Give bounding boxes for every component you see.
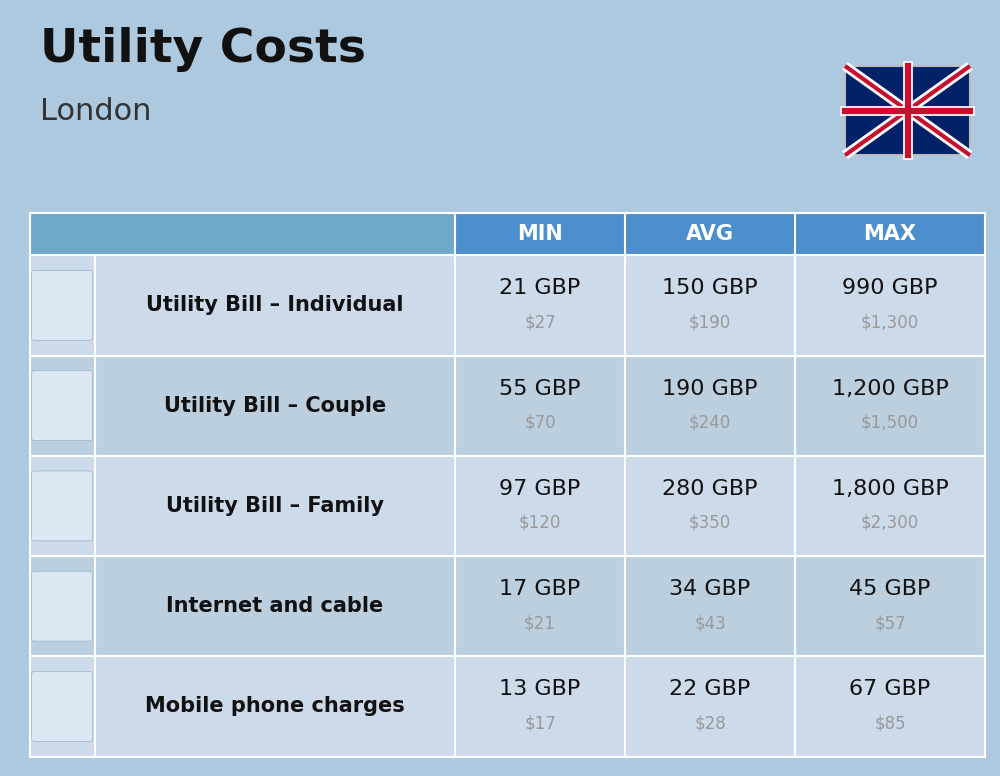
Text: 21 GBP: 21 GBP <box>499 279 581 298</box>
Text: 280 GBP: 280 GBP <box>662 479 758 499</box>
Text: $85: $85 <box>874 715 906 733</box>
FancyBboxPatch shape <box>455 213 625 255</box>
Text: $17: $17 <box>524 715 556 733</box>
Text: 67 GBP: 67 GBP <box>849 680 931 699</box>
FancyBboxPatch shape <box>30 213 95 255</box>
Text: 190 GBP: 190 GBP <box>662 379 758 399</box>
Text: $1,300: $1,300 <box>861 314 919 331</box>
Text: 1,800 GBP: 1,800 GBP <box>832 479 948 499</box>
Text: $350: $350 <box>689 514 731 532</box>
Text: AVG: AVG <box>686 224 734 244</box>
Text: $21: $21 <box>524 615 556 632</box>
FancyBboxPatch shape <box>30 255 985 355</box>
Text: 150 GBP: 150 GBP <box>662 279 758 298</box>
Text: Utility Bill – Couple: Utility Bill – Couple <box>164 396 386 416</box>
Text: $70: $70 <box>524 414 556 431</box>
Text: Utility Bill – Individual: Utility Bill – Individual <box>146 296 404 315</box>
Text: Internet and cable: Internet and cable <box>166 596 384 616</box>
Text: $120: $120 <box>519 514 561 532</box>
Text: London: London <box>40 97 152 126</box>
Text: $43: $43 <box>694 615 726 632</box>
FancyBboxPatch shape <box>32 271 92 341</box>
Text: Utility Costs: Utility Costs <box>40 27 366 72</box>
FancyBboxPatch shape <box>795 213 985 255</box>
Text: 34 GBP: 34 GBP <box>669 579 751 599</box>
Text: MIN: MIN <box>517 224 563 244</box>
Text: 1,200 GBP: 1,200 GBP <box>832 379 948 399</box>
FancyBboxPatch shape <box>32 371 92 441</box>
Text: 97 GBP: 97 GBP <box>499 479 581 499</box>
FancyBboxPatch shape <box>30 556 985 656</box>
Text: $240: $240 <box>689 414 731 431</box>
FancyBboxPatch shape <box>30 213 455 255</box>
FancyBboxPatch shape <box>30 656 985 757</box>
Text: $57: $57 <box>874 615 906 632</box>
Text: $27: $27 <box>524 314 556 331</box>
FancyBboxPatch shape <box>32 571 92 641</box>
Text: $190: $190 <box>689 314 731 331</box>
Text: 17 GBP: 17 GBP <box>499 579 581 599</box>
Text: 13 GBP: 13 GBP <box>499 680 581 699</box>
Text: 55 GBP: 55 GBP <box>499 379 581 399</box>
Text: Utility Bill – Family: Utility Bill – Family <box>166 496 384 516</box>
FancyBboxPatch shape <box>30 456 985 556</box>
FancyBboxPatch shape <box>32 671 92 741</box>
Text: MAX: MAX <box>864 224 916 244</box>
FancyBboxPatch shape <box>30 355 985 456</box>
Text: $1,500: $1,500 <box>861 414 919 431</box>
FancyBboxPatch shape <box>625 213 795 255</box>
Text: $28: $28 <box>694 715 726 733</box>
Text: 990 GBP: 990 GBP <box>842 279 938 298</box>
Text: 22 GBP: 22 GBP <box>669 680 751 699</box>
FancyBboxPatch shape <box>845 66 970 155</box>
Text: 45 GBP: 45 GBP <box>849 579 931 599</box>
FancyBboxPatch shape <box>32 471 92 541</box>
Text: Mobile phone charges: Mobile phone charges <box>145 697 405 716</box>
Text: $2,300: $2,300 <box>861 514 919 532</box>
